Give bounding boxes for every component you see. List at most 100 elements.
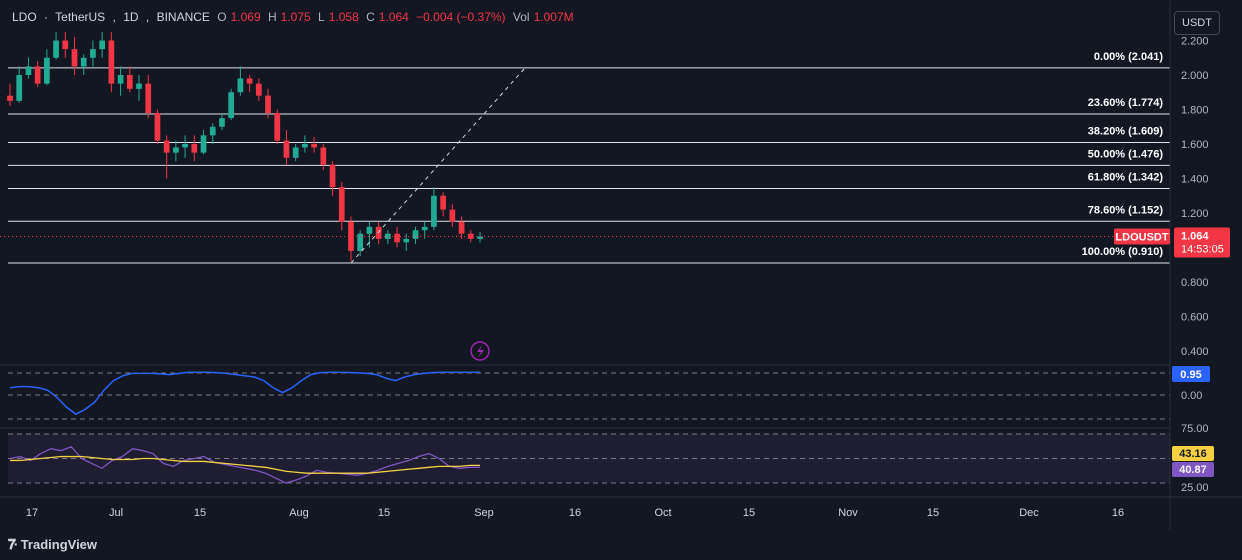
candle-body <box>477 236 483 239</box>
date-tick-label: 15 <box>927 507 939 519</box>
date-tick-label: 15 <box>194 507 206 519</box>
candle-body <box>292 147 299 158</box>
symbol-tag-label: LDOUSDT <box>1115 231 1168 243</box>
fib-level-label: 38.20% (1.609) <box>1088 125 1164 137</box>
rsi-value-tag <box>1172 462 1214 477</box>
pair-separator: , <box>112 10 116 24</box>
volume-label: Vol <box>512 10 530 24</box>
close-label: C <box>366 10 375 24</box>
candle-body <box>375 226 382 239</box>
cci-zero-tick: 0.00 <box>1181 390 1202 402</box>
price-tick-label: 0.400 <box>1181 346 1209 358</box>
tradingview-logo[interactable]: 𝟕∙ TradingView <box>8 536 97 553</box>
symbol-header: LDO · TetherUS , 1D , BINANCE O 1.069 H 1.… <box>12 10 578 24</box>
rsi-ma-line <box>10 455 480 474</box>
candle-body <box>200 135 207 153</box>
candle-body <box>357 233 364 251</box>
candle-body <box>219 118 225 127</box>
candle-body <box>145 83 152 113</box>
candle-body <box>467 233 474 239</box>
candle-body <box>90 49 96 58</box>
pair-separator: · <box>44 10 49 24</box>
candle-body <box>44 57 50 84</box>
rsi-tick-label: 75.00 <box>1181 423 1209 435</box>
date-tick-label: 15 <box>743 507 755 519</box>
candle-body <box>191 144 198 153</box>
candle-body <box>449 209 456 222</box>
candle-body <box>255 83 262 96</box>
price-tick-label: 0.600 <box>1181 312 1209 324</box>
candle-body <box>53 40 59 58</box>
price-tick-label: 1.600 <box>1181 139 1209 151</box>
change-value: −0.004 (−0.37%) <box>416 10 506 24</box>
interval[interactable]: 1D <box>123 10 139 24</box>
candle-body <box>34 66 41 84</box>
candle-body <box>329 164 336 188</box>
open-label: O <box>217 10 227 24</box>
lightning-icon <box>470 341 490 361</box>
last-price-tag <box>1174 227 1230 258</box>
price-tick-label: 2.200 <box>1181 36 1209 48</box>
candle-body <box>274 112 281 141</box>
price-chart[interactable]: 0.00% (2.041) 23.60% (1.774) 38.20% (1.609… <box>0 0 1242 530</box>
symbol-name[interactable]: LDO <box>12 10 37 24</box>
rsi-value-label: 40.87 <box>1179 464 1207 476</box>
candle-body <box>283 140 290 158</box>
rsi-indicator: 75.00 25.00 43.16 40.87 <box>8 423 1214 494</box>
candle-body <box>163 140 170 153</box>
last-price-value: 1.064 <box>1181 230 1209 242</box>
lightning-icon <box>477 345 484 358</box>
exchange: BINANCE <box>156 10 210 24</box>
candle-body <box>154 112 161 141</box>
candle-body <box>182 144 188 148</box>
candle-body <box>366 226 373 234</box>
rsi-ma-value-tag <box>1172 446 1214 461</box>
grid <box>0 364 1242 498</box>
candle-body <box>302 144 308 148</box>
candle-body <box>108 40 115 84</box>
candle-body <box>7 95 13 101</box>
footer-bar <box>0 530 1242 560</box>
price-tick-label: 0.800 <box>1181 277 1209 289</box>
fib-level-label: 23.60% (1.774) <box>1088 97 1164 109</box>
currency-button[interactable]: USDT <box>1174 11 1220 35</box>
candle-body <box>126 75 133 89</box>
fib-level-label: 78.60% (1.152) <box>1088 204 1164 216</box>
date-tick-label: 16 <box>569 507 581 519</box>
fib-level-label: 100.00% (0.910) <box>1082 246 1164 258</box>
candle-body <box>99 40 106 50</box>
candle-body <box>228 92 235 119</box>
pair-separator: , <box>145 10 150 24</box>
high-label: H <box>268 10 277 24</box>
candle-body <box>412 230 419 239</box>
price-tick-label: 2.000 <box>1181 70 1209 82</box>
countdown-value: 14:53:05 <box>1181 243 1224 255</box>
rsi-tick-label: 25.00 <box>1181 482 1209 494</box>
candle-body <box>16 75 23 101</box>
cci-line <box>9 371 480 416</box>
price-tick-label: 1.800 <box>1181 105 1209 117</box>
cci-value-tag <box>1172 366 1210 382</box>
date-tick-label: 16 <box>1112 507 1124 519</box>
cci-value-label: 0.95 <box>1180 369 1201 381</box>
candle-body <box>71 49 78 67</box>
candle-body <box>421 226 428 231</box>
symbol-price-tag <box>1114 228 1170 245</box>
candle-body <box>80 57 87 67</box>
candle-body <box>62 40 69 50</box>
fib-level-label: 50.00% (1.476) <box>1088 148 1164 160</box>
fib-level-label: 61.80% (1.342) <box>1088 172 1164 184</box>
candle-body <box>403 238 410 243</box>
candle-body <box>117 75 124 84</box>
pair-name: TetherUS <box>55 10 106 24</box>
price-tick-label: 1.400 <box>1181 174 1209 186</box>
fib-trend-line <box>350 67 526 264</box>
volume-value: 1.007M <box>533 10 574 24</box>
rsi-line <box>9 445 480 484</box>
candle-body <box>311 144 317 148</box>
candle-body <box>431 195 437 227</box>
low-value: 1.058 <box>328 10 359 24</box>
high-value: 1.075 <box>280 10 311 24</box>
time-axis: 17 Jul 15 Aug 15 Sep 16 Oct 15 Nov 15 Dec 16 <box>26 507 1124 519</box>
